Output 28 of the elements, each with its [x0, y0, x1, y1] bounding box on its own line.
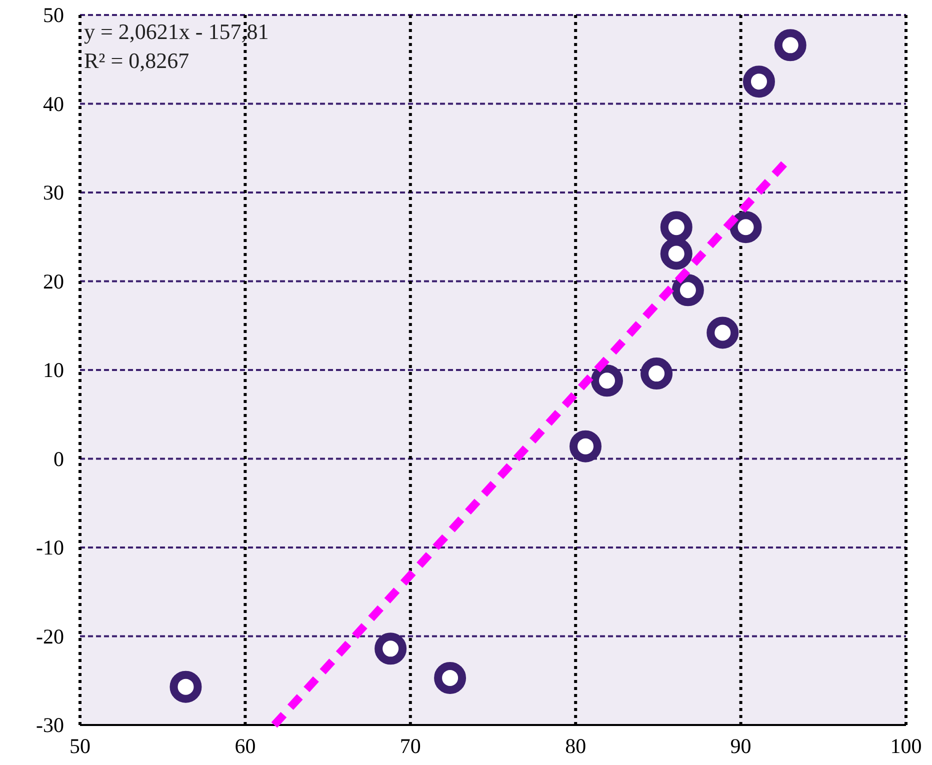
- y-tick-label: -30: [36, 713, 64, 737]
- y-tick-label: -10: [36, 536, 64, 560]
- y-tick-label: 0: [54, 446, 64, 471]
- point: [374, 632, 407, 665]
- x-tick-label: 50: [70, 734, 90, 758]
- point: [730, 211, 762, 244]
- point: [706, 316, 739, 349]
- point: [774, 29, 806, 62]
- point: [170, 670, 202, 703]
- point: [434, 662, 466, 694]
- point: [570, 430, 602, 462]
- x-tick-label: 90: [730, 734, 752, 758]
- y-tick-label: 40: [43, 92, 64, 116]
- x-tick-label: 80: [565, 734, 586, 758]
- annotation: R² = 0,8267: [84, 48, 190, 73]
- point: [640, 358, 673, 390]
- y-tick-label: 20: [43, 269, 64, 294]
- annotation: y = 2,0621x - 157,81: [84, 19, 269, 44]
- x-tick-label: 70: [400, 734, 421, 758]
- point: [742, 66, 775, 98]
- x-tick-label: 100: [890, 734, 922, 758]
- point: [590, 364, 623, 397]
- y-tick-label: 50: [43, 3, 64, 27]
- y-tick-label: -20: [36, 624, 64, 648]
- y-tick-label: 30: [43, 180, 64, 204]
- point: [672, 274, 704, 306]
- x-tick-label: 60: [234, 734, 256, 758]
- y-tick-label: 10: [43, 358, 64, 382]
